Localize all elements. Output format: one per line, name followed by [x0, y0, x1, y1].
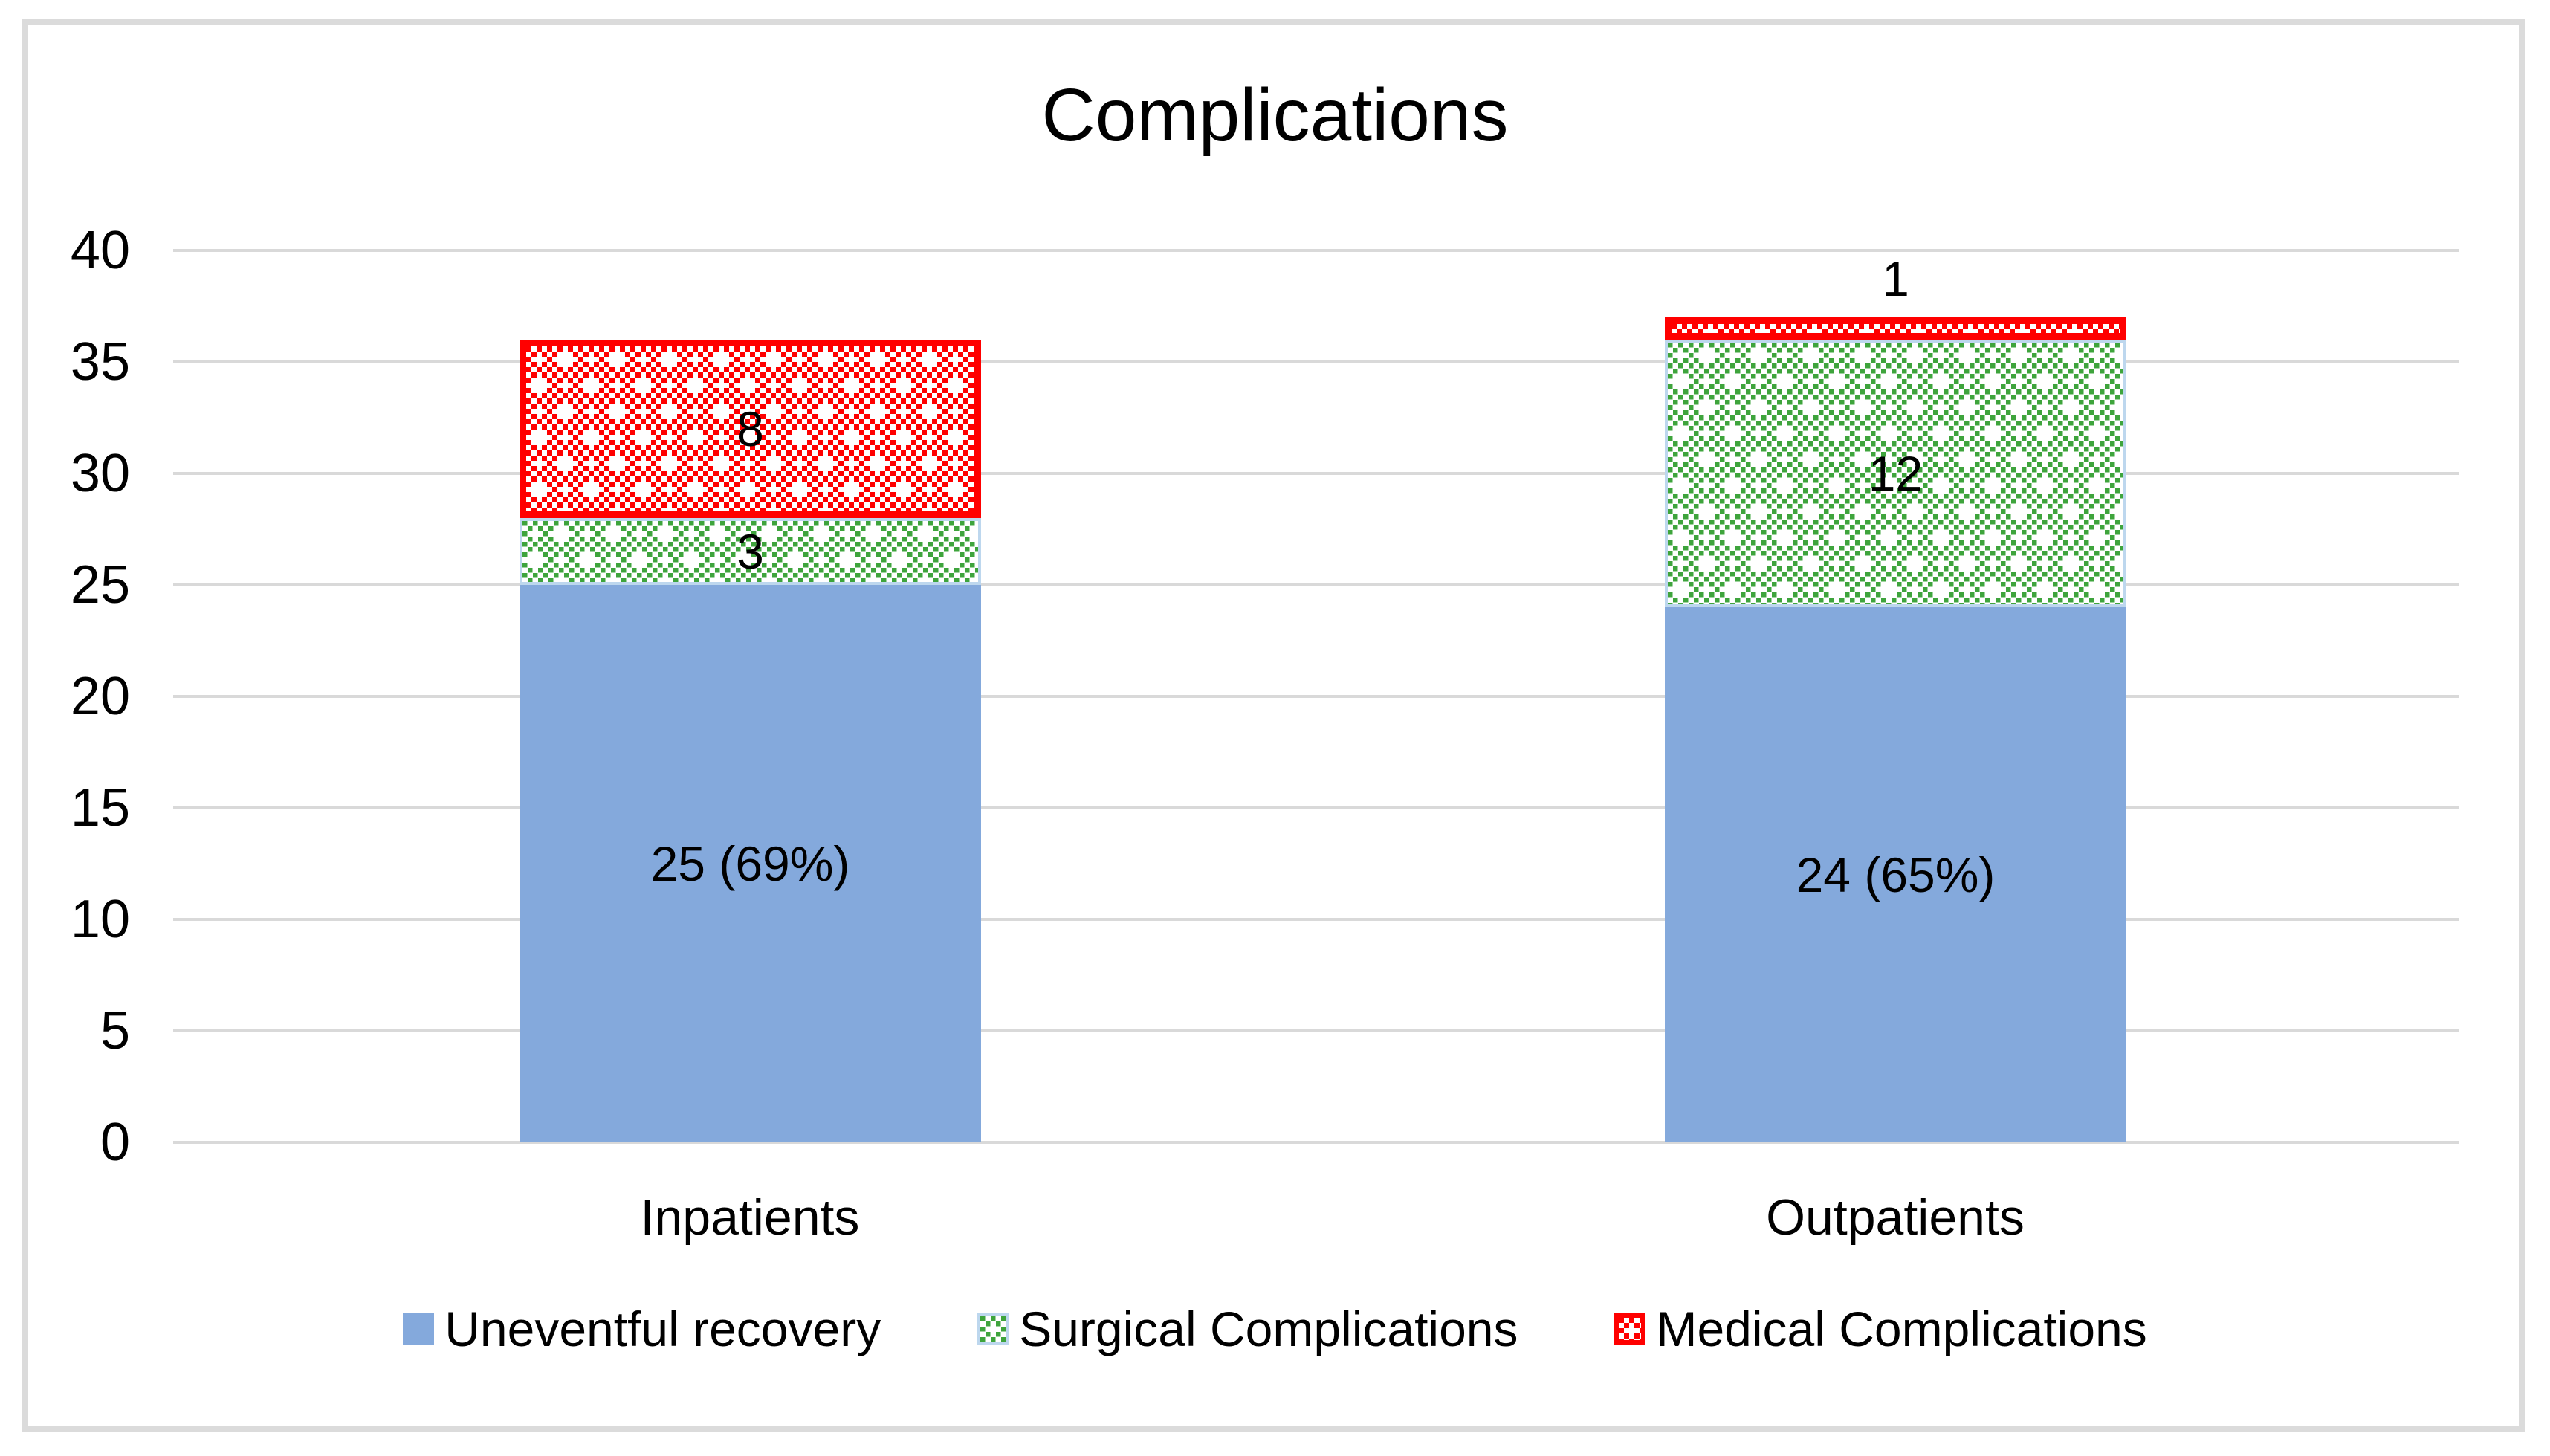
gridline-y-0	[173, 1141, 2459, 1144]
y-tick-label-25: 25	[70, 555, 130, 615]
legend-swatch-surgical-complications-icon	[977, 1313, 1009, 1345]
y-tick-label-10: 10	[70, 890, 130, 949]
figure-border	[22, 19, 2525, 1432]
segment-uneventful-recovery-outpatients	[1665, 607, 2126, 1142]
legend-swatch-medical-complications-icon	[1614, 1313, 1646, 1345]
segment-medical-complications-inpatients	[520, 340, 981, 518]
data-label-medical-complications-outpatients: 1	[1882, 251, 1909, 306]
y-tick-label-5: 5	[100, 1001, 130, 1061]
data-label-medical-complications-inpatients: 8	[737, 401, 764, 456]
gridline-y-10	[173, 918, 2459, 921]
legend-item-uneventful-recovery: Uneventful recovery	[403, 1299, 881, 1359]
y-tick-label-35: 35	[70, 332, 130, 392]
legend-item-surgical-complications: Surgical Complications	[977, 1299, 1518, 1359]
data-label-surgical-complications-outpatients: 12	[1868, 446, 1923, 501]
legend-label-medical-complications: Medical Complications	[1656, 1301, 2147, 1356]
x-axis-label-inpatients: Inpatients	[640, 1189, 860, 1246]
segment-surgical-complications-outpatients	[1665, 340, 2126, 607]
bar-inpatients: 25 (69%) 3 8	[520, 250, 981, 1142]
legend-label-uneventful-recovery: Uneventful recovery	[444, 1301, 881, 1356]
y-tick-label-15: 15	[70, 778, 130, 838]
y-tick-label-20: 20	[70, 667, 130, 726]
y-tick-label-0: 0	[100, 1113, 130, 1172]
gridline-y-20	[173, 695, 2459, 698]
legend-item-medical-complications: Medical Complications	[1614, 1299, 2147, 1359]
gridline-y-15	[173, 806, 2459, 809]
plot-area: 25 (69%) 3 8 24 (65%) 12 1	[173, 249, 2459, 1144]
x-axis-label-outpatients: Outpatients	[1766, 1189, 2025, 1246]
gridline-y-35	[173, 360, 2459, 363]
gridline-y-5	[173, 1029, 2459, 1032]
segment-medical-complications-outpatients	[1665, 317, 2126, 340]
legend-swatch-uneventful-recovery-icon	[403, 1313, 435, 1345]
chart-title: Complications	[1041, 74, 1509, 157]
data-label-uneventful-recovery-inpatients: 25 (69%)	[650, 836, 850, 891]
bar-outpatients: 24 (65%) 12 1	[1665, 250, 2126, 1142]
gridline-y-40	[173, 249, 2459, 252]
data-label-surgical-complications-inpatients: 3	[737, 524, 764, 579]
gridline-y-25	[173, 583, 2459, 586]
legend: Uneventful recovery Surgical Complication…	[0, 1299, 2550, 1359]
segment-surgical-complications-inpatients	[520, 518, 981, 585]
segment-uneventful-recovery-inpatients	[520, 585, 981, 1142]
y-tick-label-30: 30	[70, 444, 130, 503]
y-tick-label-40: 40	[70, 221, 130, 280]
gridline-y-30	[173, 472, 2459, 475]
data-label-uneventful-recovery-outpatients: 24 (65%)	[1796, 847, 1996, 902]
legend-label-surgical-complications: Surgical Complications	[1019, 1301, 1518, 1356]
